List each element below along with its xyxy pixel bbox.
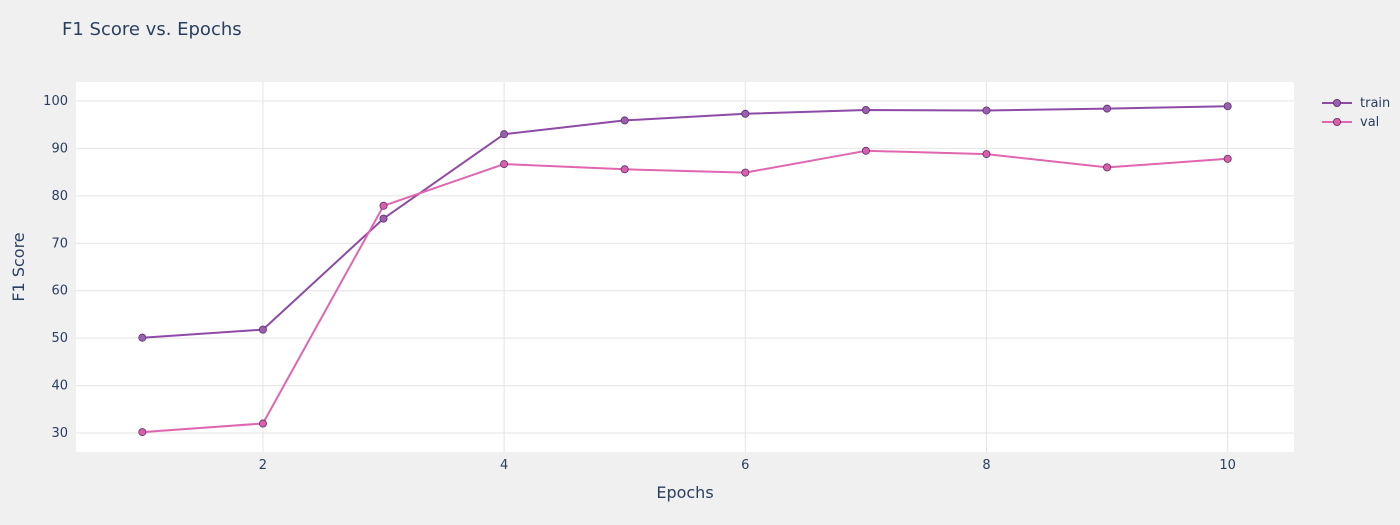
y-tick-label: 40	[51, 379, 68, 394]
data-point-val[interactable]	[138, 428, 147, 437]
data-point-val[interactable]	[741, 168, 750, 177]
legend-swatch-marker	[1333, 118, 1342, 127]
data-point-train[interactable]	[861, 105, 870, 114]
data-point-val[interactable]	[620, 165, 629, 174]
x-tick-label: 4	[500, 458, 508, 473]
chart-title: F1 Score vs. Epochs	[62, 19, 242, 40]
data-point-val[interactable]	[982, 150, 991, 159]
data-point-val[interactable]	[1103, 163, 1112, 172]
series-layer	[138, 102, 1232, 437]
y-tick-label: 100	[43, 94, 68, 109]
data-point-val[interactable]	[500, 160, 509, 169]
series-line-train	[142, 105, 1228, 339]
x-tick-label: 10	[1219, 458, 1236, 473]
y-tick-label: 90	[51, 141, 68, 156]
y-tick-label: 70	[51, 236, 68, 251]
y-tick-label: 80	[51, 189, 68, 204]
legend-label: train	[1360, 96, 1390, 111]
legend-label: val	[1360, 115, 1379, 130]
legend: train val	[1322, 96, 1390, 130]
y-axis-label: F1 Score	[9, 232, 28, 301]
series-line-val	[142, 149, 1228, 434]
x-axis-label: Epochs	[656, 483, 713, 502]
y-tick-label: 30	[51, 426, 68, 441]
data-point-val[interactable]	[379, 201, 388, 210]
data-point-train[interactable]	[500, 130, 509, 139]
data-point-train[interactable]	[138, 333, 147, 342]
plot-area	[76, 82, 1294, 452]
y-tick-label: 60	[51, 284, 68, 299]
x-tick-label: 6	[741, 458, 749, 473]
data-point-val[interactable]	[1223, 154, 1232, 163]
data-point-val[interactable]	[861, 146, 870, 155]
data-point-train[interactable]	[258, 325, 267, 334]
data-point-train[interactable]	[379, 214, 388, 223]
x-tick-label: 8	[982, 458, 990, 473]
x-tick-label: 2	[259, 458, 267, 473]
y-tick-label: 50	[51, 331, 68, 346]
data-point-train[interactable]	[1223, 102, 1232, 111]
data-point-val[interactable]	[258, 419, 267, 428]
legend-item-val[interactable]: val	[1322, 115, 1379, 130]
tick-layer: 2 4 6 8 10 30 40 50 60 70 80 90 100	[43, 94, 1236, 473]
data-point-train[interactable]	[741, 109, 750, 118]
data-point-train[interactable]	[620, 116, 629, 125]
data-point-train[interactable]	[982, 106, 991, 115]
grid	[76, 82, 1294, 452]
legend-swatch-marker	[1333, 99, 1342, 108]
legend-item-train[interactable]: train	[1322, 96, 1390, 111]
data-point-train[interactable]	[1103, 104, 1112, 113]
